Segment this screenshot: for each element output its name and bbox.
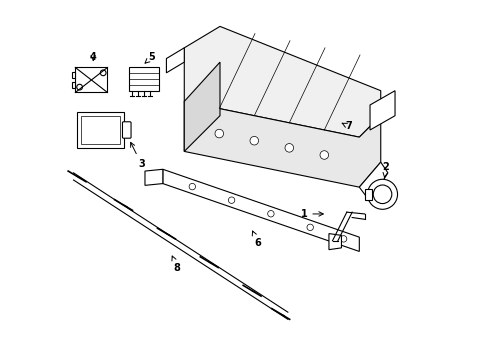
Text: 7: 7	[342, 121, 352, 131]
Bar	[81, 116, 120, 144]
Polygon shape	[184, 26, 381, 137]
FancyBboxPatch shape	[122, 122, 131, 138]
Circle shape	[215, 129, 223, 138]
Circle shape	[228, 197, 235, 203]
Polygon shape	[163, 169, 359, 251]
Circle shape	[77, 84, 82, 90]
Polygon shape	[184, 62, 220, 152]
Bar	[77, 112, 123, 148]
Circle shape	[100, 70, 106, 76]
Polygon shape	[145, 169, 163, 185]
Text: 1: 1	[300, 209, 323, 219]
Bar	[129, 67, 159, 91]
Polygon shape	[329, 234, 342, 249]
Polygon shape	[167, 48, 184, 73]
Circle shape	[320, 151, 329, 159]
Polygon shape	[184, 102, 381, 187]
Circle shape	[307, 224, 314, 230]
Text: 4: 4	[90, 52, 97, 62]
Circle shape	[341, 236, 347, 242]
Polygon shape	[359, 162, 388, 202]
Text: 3: 3	[131, 142, 145, 169]
Bar	[365, 189, 372, 200]
Bar	[75, 67, 107, 93]
Text: 8: 8	[172, 256, 181, 273]
Text: 2: 2	[383, 162, 390, 178]
Circle shape	[373, 185, 392, 203]
Text: 6: 6	[252, 231, 261, 248]
Circle shape	[285, 144, 294, 152]
Circle shape	[368, 179, 397, 209]
Bar	[72, 72, 75, 78]
Circle shape	[189, 183, 196, 190]
Circle shape	[268, 211, 274, 217]
Polygon shape	[370, 91, 395, 130]
Text: 5: 5	[145, 52, 155, 63]
Circle shape	[250, 136, 259, 145]
Bar	[72, 82, 75, 88]
